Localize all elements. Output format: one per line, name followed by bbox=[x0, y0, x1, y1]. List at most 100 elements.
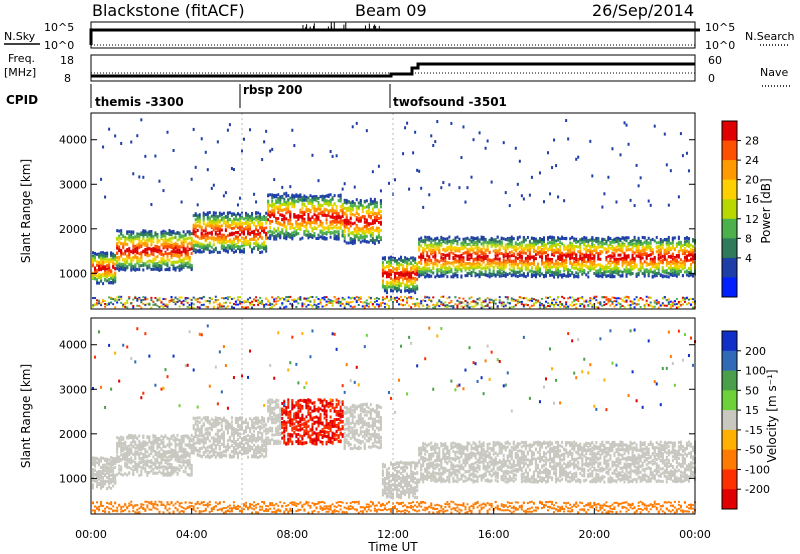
scatter-cell bbox=[430, 270, 433, 274]
scatter-cell bbox=[222, 194, 225, 198]
scatter-cell bbox=[192, 240, 195, 244]
scatter-cell bbox=[315, 219, 318, 223]
scatter-cell bbox=[170, 255, 173, 259]
scatter-cell bbox=[192, 245, 195, 249]
scatter-cell bbox=[327, 203, 330, 207]
scatter-cell bbox=[238, 245, 241, 249]
scatter-cell bbox=[522, 305, 525, 308]
scatter-cell bbox=[200, 243, 203, 247]
scatter-cell bbox=[404, 303, 407, 306]
scatter-cell bbox=[315, 296, 318, 299]
scatter-cell bbox=[540, 252, 543, 256]
scatter-cell bbox=[311, 227, 314, 231]
scatter-cell bbox=[351, 296, 354, 299]
scatter-cell bbox=[214, 298, 217, 301]
scatter-cell bbox=[591, 252, 594, 256]
scatter-cell bbox=[396, 289, 399, 293]
scatter-cell bbox=[432, 303, 435, 306]
scatter-cell bbox=[178, 251, 181, 255]
scatter-cell bbox=[198, 306, 201, 309]
scatter-cell bbox=[297, 222, 300, 226]
scatter-cell bbox=[389, 257, 392, 261]
scatter-cell bbox=[559, 237, 562, 241]
scatter-cell bbox=[257, 301, 260, 304]
scatter-cell bbox=[339, 209, 342, 213]
scatter-cell bbox=[583, 258, 586, 262]
scatter-cell bbox=[398, 271, 401, 275]
scatter-cell bbox=[245, 242, 248, 246]
scatter-cell bbox=[510, 244, 513, 248]
scatter-cell bbox=[283, 306, 286, 309]
scatter-cell bbox=[414, 272, 417, 276]
scatter-cell bbox=[180, 302, 183, 305]
scatter-cell bbox=[196, 224, 199, 228]
scatter-cell bbox=[508, 259, 511, 263]
scatter-cell bbox=[516, 242, 519, 246]
scatter-cell bbox=[220, 216, 223, 220]
scatter-cell bbox=[257, 223, 260, 227]
scatter-cell bbox=[559, 273, 562, 277]
scatter-cell bbox=[516, 247, 519, 251]
scatter-cell bbox=[418, 245, 421, 249]
scatter-cell bbox=[408, 257, 411, 261]
scatter-cell bbox=[102, 251, 105, 255]
scatter-cell bbox=[464, 238, 467, 242]
scatter-cell bbox=[448, 266, 451, 270]
scatter-cell bbox=[381, 263, 384, 267]
scatter-cell bbox=[571, 256, 574, 260]
scatter-cell bbox=[490, 306, 493, 309]
scatter-cell bbox=[420, 258, 423, 262]
scatter-cell bbox=[581, 272, 584, 276]
scatter-cell bbox=[128, 235, 131, 239]
scatter-cell bbox=[379, 216, 382, 220]
scatter-cell bbox=[128, 247, 131, 251]
scatter-cell bbox=[210, 214, 213, 218]
scatter-cell bbox=[557, 295, 560, 298]
scatter-cell bbox=[198, 249, 201, 253]
noise-tick-bottom-left: 10^0 bbox=[44, 39, 74, 52]
scatter-cell bbox=[428, 238, 431, 242]
scatter-cell bbox=[444, 272, 447, 276]
scatter-cell bbox=[426, 254, 429, 258]
scatter-cell bbox=[516, 270, 519, 274]
scatter-cell bbox=[317, 302, 320, 305]
scatter-cell bbox=[166, 255, 169, 259]
scatter-cell bbox=[192, 247, 195, 251]
scatter-cell bbox=[381, 284, 384, 288]
scatter-cell bbox=[124, 252, 127, 256]
scatter-cell bbox=[454, 266, 457, 270]
scatter-cell bbox=[271, 209, 274, 213]
scatter-cell bbox=[379, 222, 382, 226]
scatter-cell bbox=[297, 197, 300, 201]
scatter-cell bbox=[174, 244, 177, 248]
scatter-cell bbox=[504, 254, 507, 258]
scatter-cell bbox=[236, 239, 239, 243]
scatter-cell bbox=[434, 258, 437, 262]
scatter-cell bbox=[329, 299, 332, 302]
scatter-cell bbox=[238, 219, 241, 223]
scatter-cell bbox=[460, 274, 463, 278]
scatter-cell bbox=[351, 212, 354, 216]
scatter-cell bbox=[375, 214, 378, 218]
scatter-cell bbox=[267, 209, 270, 213]
scatter-cell bbox=[553, 241, 556, 245]
scatter-cell bbox=[559, 303, 562, 306]
scatter-cell bbox=[571, 253, 574, 257]
scatter-cell bbox=[299, 225, 302, 229]
scatter-cell bbox=[257, 229, 260, 233]
scatter-cell bbox=[418, 270, 421, 274]
scatter-cell bbox=[106, 274, 109, 278]
scatter-cell bbox=[406, 297, 409, 300]
scatter-cell bbox=[311, 206, 314, 210]
scatter-cell bbox=[347, 222, 350, 226]
scatter-cell bbox=[555, 247, 558, 251]
scatter-cell bbox=[307, 230, 310, 234]
scatter-cell bbox=[180, 300, 183, 303]
scatter-cell bbox=[396, 261, 399, 265]
scatter-cell bbox=[319, 235, 322, 239]
scatter-cell bbox=[196, 235, 199, 239]
scatter-cell bbox=[307, 196, 310, 200]
scatter-cell bbox=[164, 268, 167, 272]
scatter-cell bbox=[333, 296, 336, 299]
scatter-cell bbox=[440, 238, 443, 242]
